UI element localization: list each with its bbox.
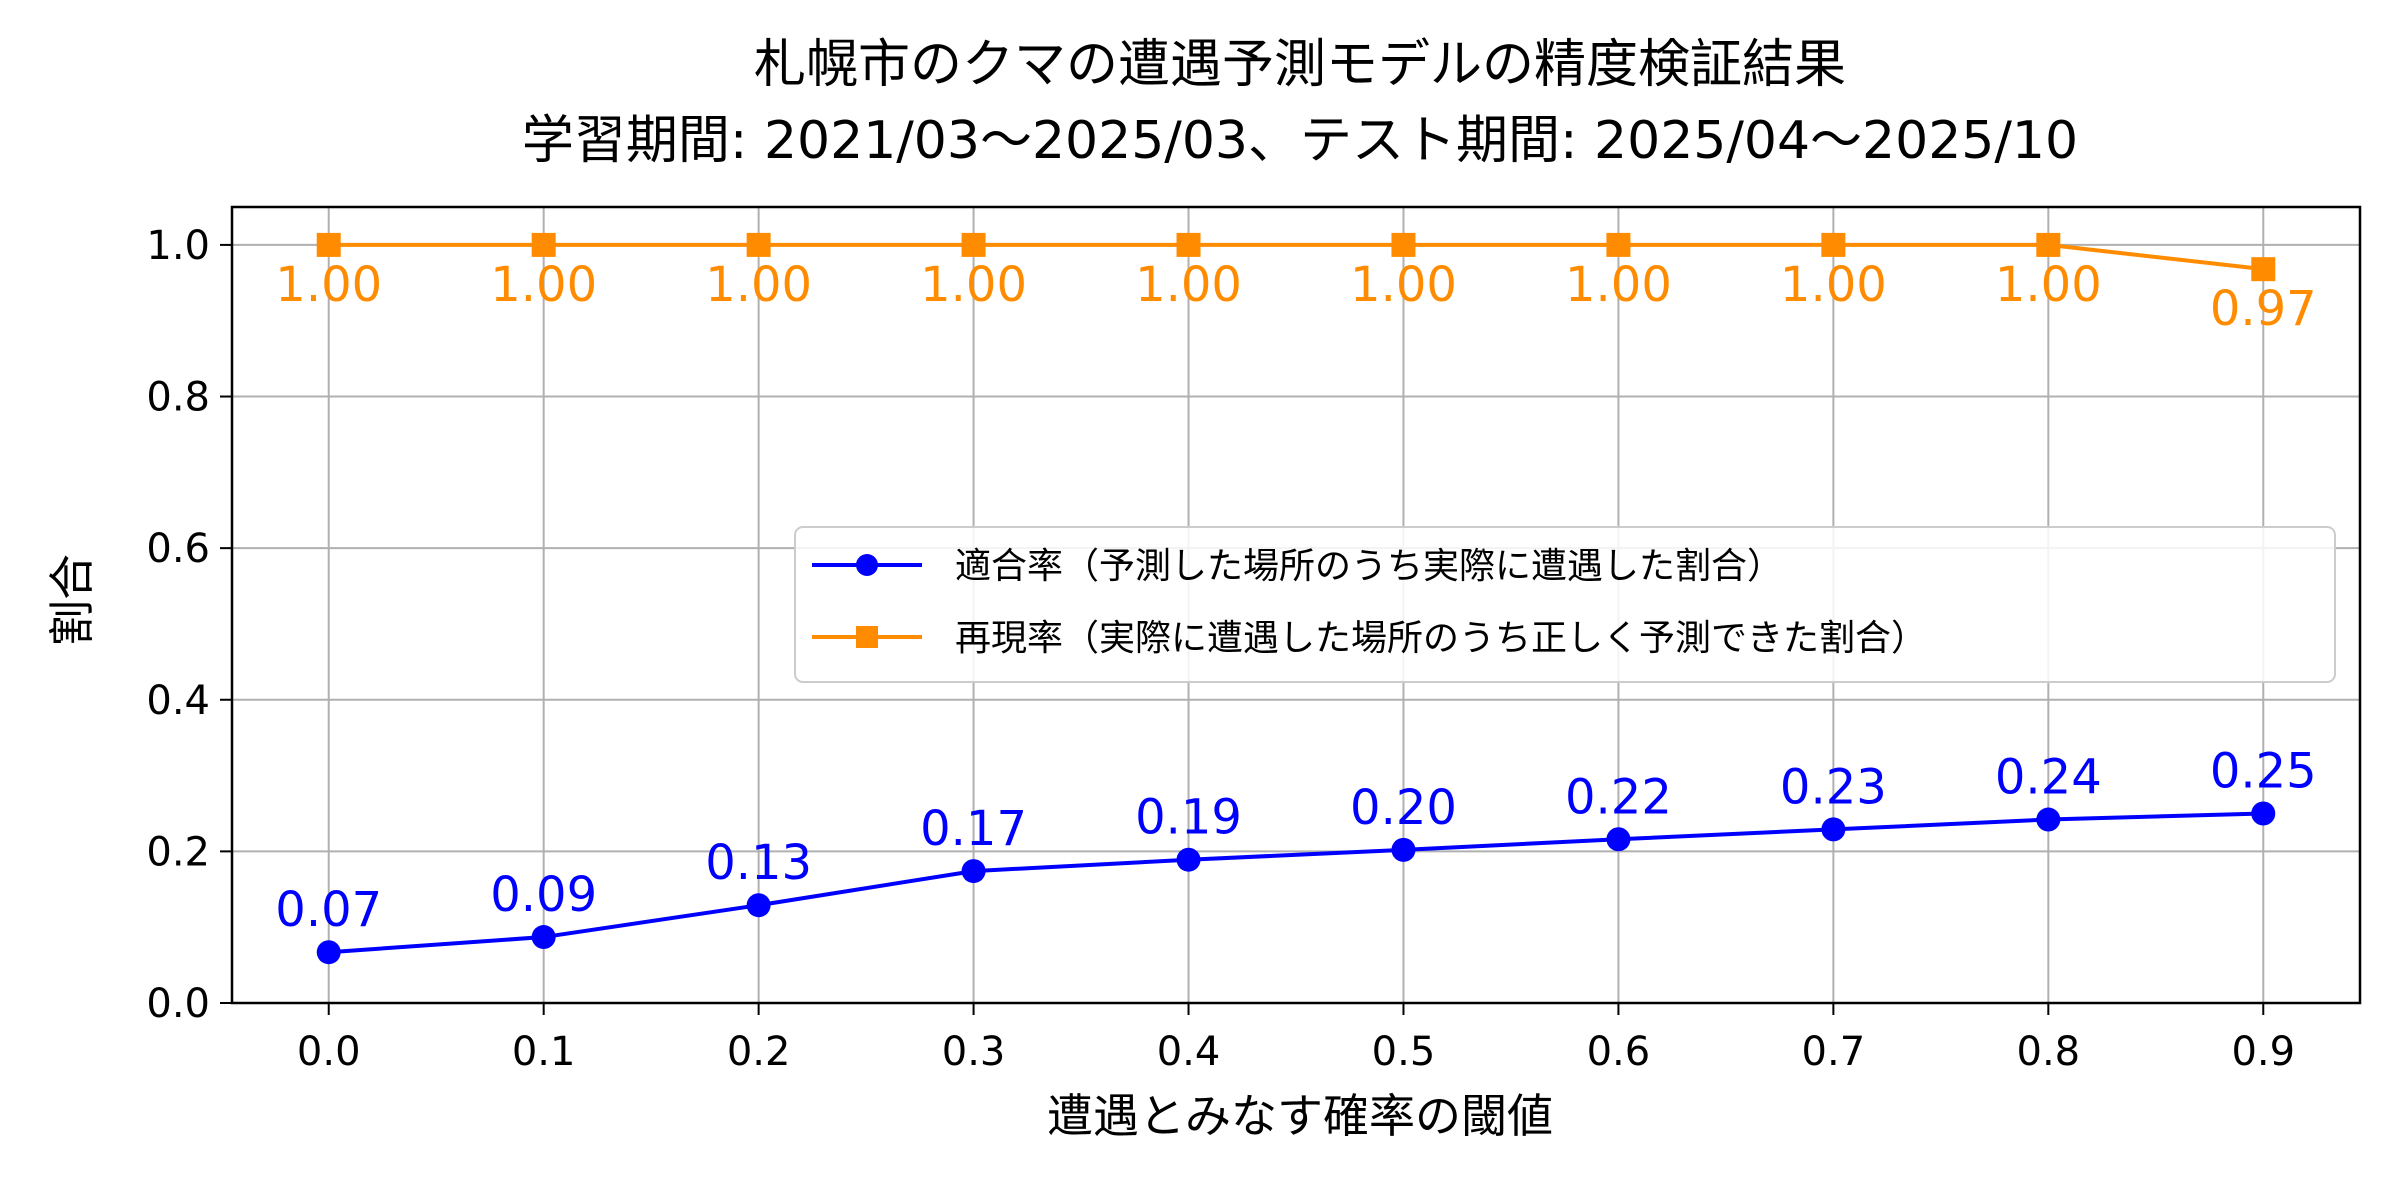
data-label: 0.25 xyxy=(2210,743,2317,799)
plot-frame xyxy=(230,205,2362,1005)
data-label: 0.13 xyxy=(705,835,812,891)
legend-label-recall: 再現率（実際に遭遇した場所のうち正しく予測できた割合） xyxy=(955,618,1927,659)
x-tick-label: 0.8 xyxy=(2017,1029,2081,1075)
data-point xyxy=(2036,807,2061,832)
x-tick-label: 0.9 xyxy=(2231,1029,2295,1075)
data-label: 0.20 xyxy=(1350,780,1457,836)
data-label: 1.00 xyxy=(1350,257,1457,313)
data-label: 0.09 xyxy=(490,867,597,923)
data-point xyxy=(2251,257,2276,282)
data-point xyxy=(1176,232,1201,257)
x-tick-label: 0.1 xyxy=(512,1029,576,1075)
legend-marker-recall xyxy=(856,626,878,648)
data-point xyxy=(961,859,986,884)
data-point xyxy=(316,940,341,965)
legend-label-precision: 適合率（予測した場所のうち実際に遭遇した割合） xyxy=(955,546,1783,587)
data-point xyxy=(1176,847,1201,872)
data-point xyxy=(316,232,341,257)
data-point xyxy=(531,232,556,257)
y-tick-label: 0.2 xyxy=(146,829,210,875)
data-label: 1.00 xyxy=(1780,257,1887,313)
x-tick-label: 0.4 xyxy=(1157,1029,1221,1075)
y-axis-label: 割合 xyxy=(45,554,99,646)
x-tick-label: 0.0 xyxy=(297,1029,361,1075)
data-label: 1.00 xyxy=(490,257,597,313)
data-point xyxy=(1821,232,1846,257)
y-tick-label: 0.0 xyxy=(146,981,210,1027)
data-label: 1.00 xyxy=(705,257,812,313)
x-axis-label: 遭遇とみなす確率の閾値 xyxy=(1047,1089,1553,1143)
y-tick-label: 0.8 xyxy=(146,375,210,421)
data-point xyxy=(2036,232,2061,257)
data-point xyxy=(1391,837,1416,862)
data-point xyxy=(1606,232,1631,257)
data-label: 0.19 xyxy=(1135,790,1242,846)
data-label: 1.00 xyxy=(920,257,1027,313)
data-point xyxy=(746,893,771,918)
data-label: 1.00 xyxy=(275,257,382,313)
ticks: 0.0 0.1 0.2 0.3 0.4 0.5 0.6 0.7 0.8 0.9 0.0 0.2 0.4 0… xyxy=(146,223,2295,1075)
data-point xyxy=(531,925,556,950)
data-point xyxy=(961,232,986,257)
data-point xyxy=(746,232,771,257)
series-line xyxy=(328,242,2264,272)
y-tick-label: 1.0 xyxy=(146,223,210,269)
data-point xyxy=(1821,817,1846,842)
series-area: 0.07 0.09 0.13 0.17 0.19 0.20 0.22 0.23 0.24 0.25… xyxy=(275,232,2317,965)
data-point xyxy=(1391,232,1416,257)
legend: 適合率（予測した場所のうち実際に遭遇した割合） 再現率（実際に遭遇した場所のうち… xyxy=(794,526,2336,683)
x-tick-label: 0.5 xyxy=(1372,1029,1436,1075)
series-precision: 0.07 0.09 0.13 0.17 0.19 0.20 0.22 0.23 0.24 0.25 xyxy=(275,743,2317,965)
data-label: 0.23 xyxy=(1780,759,1887,815)
data-label: 0.97 xyxy=(2210,281,2317,337)
x-tick-label: 0.7 xyxy=(1802,1029,1866,1075)
data-label: 1.00 xyxy=(1135,257,1242,313)
data-label: 0.24 xyxy=(1995,750,2102,806)
chart-subtitle: 学習期間: 2021/03〜2025/03、テスト期間: 2025/04〜202… xyxy=(522,111,2078,171)
data-point xyxy=(2251,801,2276,826)
data-label: 0.22 xyxy=(1565,769,1672,825)
data-label: 1.00 xyxy=(1995,257,2102,313)
y-tick-label: 0.6 xyxy=(146,526,210,572)
legend-box xyxy=(794,526,2336,683)
data-point xyxy=(1606,827,1631,852)
data-label: 0.17 xyxy=(920,801,1027,857)
x-tick-label: 0.6 xyxy=(1587,1029,1651,1075)
x-tick-label: 0.3 xyxy=(942,1029,1006,1075)
chart-title: 札幌市のクマの遭遇予測モデルの精度検証結果 xyxy=(754,35,1846,95)
data-label: 1.00 xyxy=(1565,257,1672,313)
series-line xyxy=(328,811,2264,955)
data-label: 0.07 xyxy=(275,882,382,938)
x-tick-label: 0.2 xyxy=(727,1029,791,1075)
series-recall: 1.00 1.00 1.00 1.00 1.00 1.00 1.00 1.00 1.00 0.97 xyxy=(275,232,2317,337)
y-tick-label: 0.4 xyxy=(146,678,210,724)
legend-marker-precision xyxy=(856,554,878,576)
